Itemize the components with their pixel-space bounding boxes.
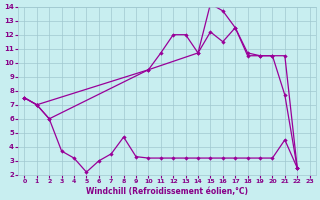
X-axis label: Windchill (Refroidissement éolien,°C): Windchill (Refroidissement éolien,°C) xyxy=(86,187,248,196)
